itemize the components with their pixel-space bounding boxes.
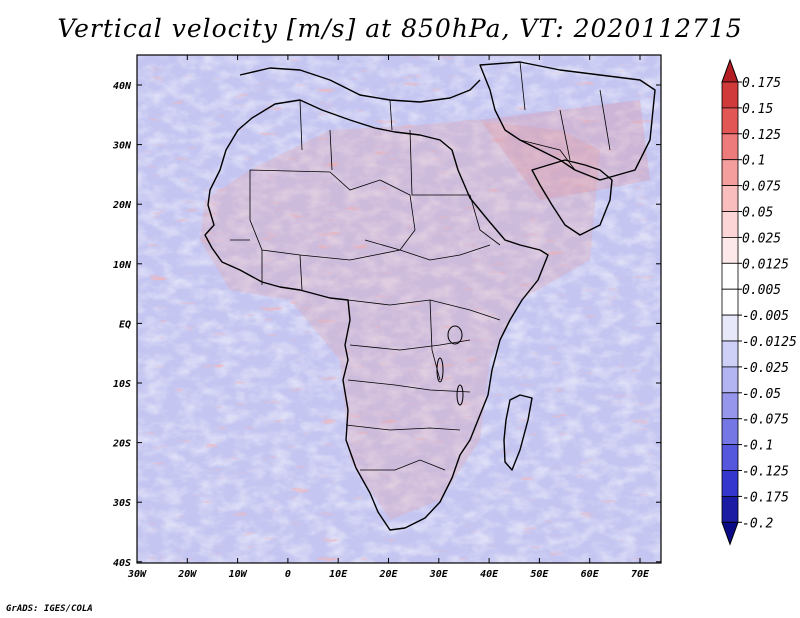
colorbar-label: 0.15 (742, 102, 773, 117)
lat-tick-label: 10S (113, 379, 131, 390)
lat-tick-label: 10N (113, 260, 132, 271)
colorbar-top-arrow (721, 58, 739, 83)
lon-tick-label: 70E (631, 569, 650, 580)
colorbar-label: 0.05 (742, 206, 773, 221)
colorbar-label: -0.075 (742, 413, 789, 428)
colorbar-label: 0.125 (742, 128, 781, 143)
colorbar-label: 0.175 (742, 76, 781, 91)
colorbar-swatch (721, 211, 739, 238)
lat-tick-label: 20N (112, 200, 132, 211)
colorbar-label: -0.125 (742, 465, 789, 480)
colorbar-label: -0.175 (742, 490, 789, 505)
colorbar-swatch (721, 314, 739, 342)
lon-tick-label: 10W (229, 569, 248, 580)
lon-tick-label: 20E (378, 569, 398, 580)
lat-tick-label: 40S (113, 558, 131, 569)
colorbar-label: 0.075 (742, 180, 781, 195)
colorbar-swatch (721, 262, 739, 290)
colorbar-swatch (721, 392, 739, 420)
credit-label: GrADS: IGES/COLA (6, 604, 93, 614)
lon-tick-label: 0 (285, 569, 291, 580)
colorbar-swatch (721, 133, 739, 161)
colorbar-label: 0.025 (742, 231, 781, 246)
colorbar-swatch (721, 185, 739, 212)
lon-tick-label: 50E (530, 569, 549, 580)
lon-tick-label: 30E (429, 569, 449, 580)
colorbar-swatch (721, 81, 739, 109)
colorbar-label: -0.2 (742, 516, 773, 531)
lon-tick-label: 40E (480, 569, 499, 580)
lat-tick-label: 40N (113, 81, 132, 92)
colorbar-swatch (721, 236, 739, 264)
lat-tick-label: 30S (112, 498, 131, 509)
colorbar-swatch (721, 107, 739, 135)
colorbar-swatch (721, 470, 739, 497)
longitude-axis: 30W 20W 10W 0 10E 20E 30E 40E 50E 60E 70E (127, 55, 650, 580)
latitude-axis: 40N 30N 20N 10N EQ 10S 20S 30S 40S (112, 81, 661, 569)
map-title: Vertical velocity [m/s] at 850hPa, VT: 2… (57, 14, 743, 43)
colorbar-swatch (721, 159, 739, 186)
colorbar-swatch (721, 340, 739, 368)
colorbar-label: -0.1 (742, 439, 773, 454)
colorbar-swatch (721, 366, 739, 394)
lakes (436, 325, 464, 406)
colorbar: 0.175 0.15 0.125 0.1 0.075 0.05 0.025 0.0125 0.0… (721, 58, 797, 546)
lon-tick-label: 30W (127, 569, 147, 580)
lon-tick-label: 10E (329, 569, 348, 580)
colorbar-swatch (721, 495, 739, 523)
colorbar-swatch (721, 418, 739, 446)
colorbar-label: -0.025 (742, 361, 789, 376)
colorbar-bottom-arrow (721, 521, 739, 546)
colorbar-label: -0.005 (742, 309, 789, 324)
lat-tick-label: 30N (112, 141, 132, 152)
colorbar-label: -0.05 (742, 387, 781, 402)
plot-frame (136, 54, 662, 564)
colorbar-label: -0.0125 (742, 335, 797, 350)
colorbar-label: 0.1 (742, 154, 765, 169)
colorbar-label: 0.005 (742, 283, 781, 298)
colorbar-label: 0.0125 (742, 257, 789, 272)
lat-tick-label: EQ (119, 319, 131, 330)
velocity-field (137, 55, 661, 563)
colorbar-swatch (721, 288, 739, 316)
country-borders (230, 61, 611, 471)
lon-tick-label: 20W (177, 569, 197, 580)
lon-tick-label: 60E (581, 569, 600, 580)
lat-tick-label: 20S (112, 439, 131, 450)
colorbar-swatch (721, 444, 739, 471)
coastlines (204, 61, 656, 531)
